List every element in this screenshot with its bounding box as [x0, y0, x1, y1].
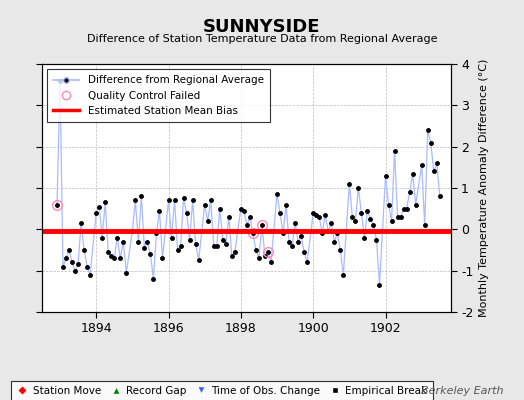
- Legend: Station Move, Record Gap, Time of Obs. Change, Empirical Break: Station Move, Record Gap, Time of Obs. C…: [11, 381, 433, 400]
- Text: Berkeley Earth: Berkeley Earth: [421, 386, 503, 396]
- Text: Difference of Station Temperature Data from Regional Average: Difference of Station Temperature Data f…: [87, 34, 437, 44]
- Text: SUNNYSIDE: SUNNYSIDE: [203, 18, 321, 36]
- Y-axis label: Monthly Temperature Anomaly Difference (°C): Monthly Temperature Anomaly Difference (…: [479, 59, 489, 317]
